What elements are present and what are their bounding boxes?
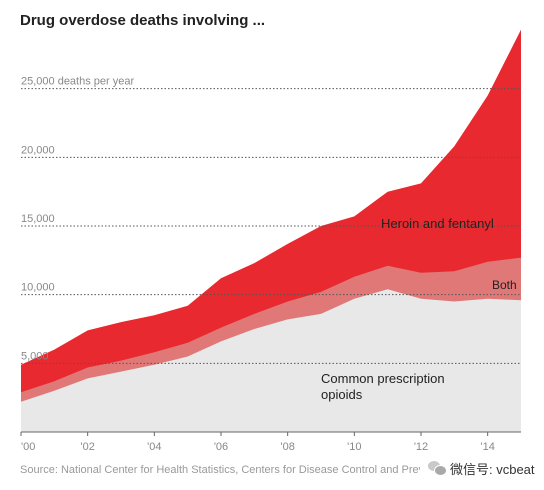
x-tick-label: '04 (147, 441, 161, 453)
source-note: Source: National Center for Health Stati… (20, 464, 420, 476)
series-label-common-prescription-opioids-line2: opioids (321, 387, 363, 402)
gridlines: 5,000 10,000 15,000 20,000 25,000 deaths per… (21, 76, 521, 364)
x-tick-label: '00 (21, 441, 35, 453)
x-tick-label: '08 (280, 441, 294, 453)
chart-title: Drug overdose deaths involving ... (20, 12, 266, 29)
x-axis: '00 '02 '04 '06 '08 '10 '12 '14 (20, 431, 521, 453)
wechat-icon (428, 460, 447, 476)
series-labels: Heroin and fentanyl Both Common prescrip… (321, 216, 517, 402)
y-tick-label: 20,000 (21, 144, 55, 156)
area-common-prescription-opioids (21, 289, 521, 432)
x-tick-label: '12 (414, 441, 428, 453)
x-tick-label: '02 (80, 441, 94, 453)
x-tick-label: '14 (480, 441, 494, 453)
x-tick-label: '10 (347, 441, 361, 453)
watermark-text: 微信号: vcbeat (450, 461, 535, 477)
watermark: 微信号: vcbeat (428, 455, 540, 481)
y-tick-label: 5,000 (21, 350, 49, 362)
y-tick-label: 10,000 (21, 282, 55, 294)
series-label-both: Both (492, 278, 517, 292)
series-label-common-prescription-opioids-line1: Common prescription (321, 371, 445, 386)
series-label-heroin-and-fentanyl: Heroin and fentanyl (381, 216, 494, 231)
y-tick-label: 25,000 deaths per year (21, 76, 134, 88)
area-layers (21, 29, 521, 432)
y-tick-label: 15,000 (21, 213, 55, 225)
x-tick-label: '06 (214, 441, 228, 453)
